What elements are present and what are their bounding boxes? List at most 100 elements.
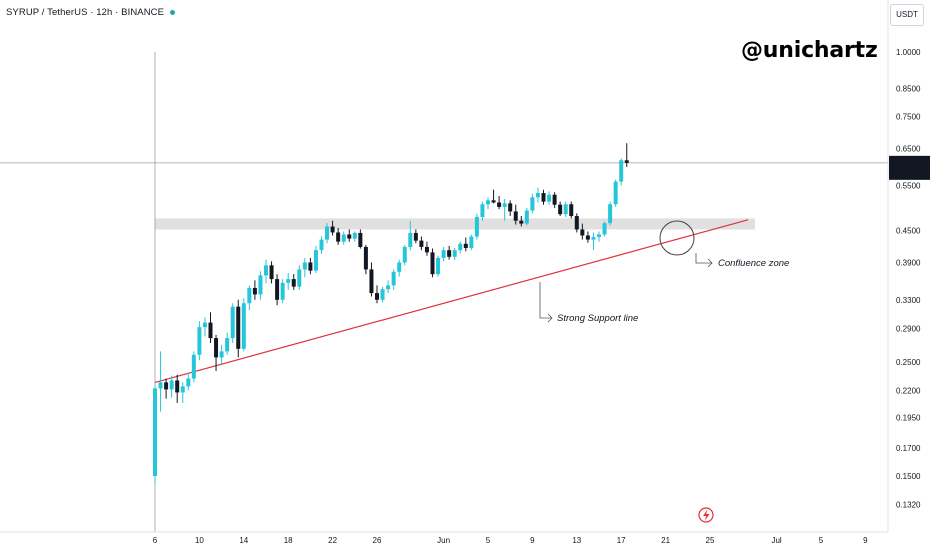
candle-body bbox=[463, 243, 468, 249]
candle-body bbox=[569, 204, 574, 217]
price-tick-label: 0.4500 bbox=[896, 226, 921, 235]
candle bbox=[169, 375, 174, 398]
candle bbox=[447, 245, 452, 260]
candle bbox=[452, 248, 457, 261]
candle-body bbox=[308, 262, 313, 271]
candle bbox=[358, 229, 363, 249]
time-axis: 6 10 14 18 22 26 Jun 5 9 13 17 21 25 Jul 5 9 bbox=[153, 536, 868, 545]
support-line-layer bbox=[154, 219, 749, 383]
candle bbox=[602, 221, 607, 237]
candle bbox=[436, 255, 441, 277]
candle bbox=[619, 158, 624, 186]
candles-layer bbox=[153, 143, 629, 484]
candle bbox=[252, 280, 257, 300]
candle-body bbox=[175, 380, 180, 393]
candle bbox=[258, 271, 263, 300]
candle bbox=[469, 234, 474, 251]
annotation-layer: Strong Support line Confluence zone bbox=[557, 258, 789, 324]
candle-body bbox=[452, 250, 457, 257]
candle-body bbox=[397, 262, 402, 272]
candle-body bbox=[535, 193, 540, 198]
candle-body bbox=[302, 262, 307, 270]
candle-body bbox=[330, 226, 335, 233]
price-tick-label: 0.1320 bbox=[896, 501, 921, 510]
candle-body bbox=[208, 322, 213, 339]
candle-timer: 08:32:28 bbox=[895, 169, 927, 178]
candle bbox=[497, 196, 502, 210]
candle-body bbox=[547, 194, 552, 202]
candle-body bbox=[391, 271, 396, 286]
candle-body bbox=[508, 203, 513, 212]
candle bbox=[530, 193, 535, 214]
flash-icon[interactable] bbox=[698, 507, 714, 523]
price-tick-label: 0.1500 bbox=[896, 472, 921, 481]
time-tick-label: 6 bbox=[153, 536, 158, 545]
candle-body bbox=[236, 306, 241, 349]
candle-body bbox=[219, 351, 224, 358]
candle-body bbox=[574, 216, 579, 230]
last-price-layer: 0.6088 08:32:28 bbox=[889, 155, 930, 180]
price-tick-label: 0.3300 bbox=[896, 296, 921, 305]
candle bbox=[347, 229, 352, 242]
candle-body bbox=[347, 234, 352, 239]
candle-body bbox=[541, 193, 546, 202]
candle bbox=[424, 241, 429, 256]
candle-body bbox=[264, 265, 268, 276]
candle-body bbox=[602, 223, 607, 235]
candle-body bbox=[430, 252, 435, 275]
candle bbox=[308, 257, 313, 275]
candle-body bbox=[436, 257, 441, 275]
candle bbox=[502, 199, 507, 221]
candle bbox=[380, 286, 385, 303]
confluence-circle bbox=[659, 220, 695, 256]
candle-body bbox=[502, 203, 507, 207]
candle bbox=[547, 191, 552, 205]
candle bbox=[613, 179, 618, 207]
candle bbox=[175, 374, 180, 403]
candle bbox=[197, 321, 202, 361]
candle bbox=[230, 303, 235, 343]
price-tick-label: 0.2500 bbox=[896, 358, 921, 367]
price-tick-label: 0.6500 bbox=[896, 144, 921, 153]
support-trendline bbox=[154, 219, 749, 383]
price-tick-label: 0.3900 bbox=[896, 258, 921, 267]
candle bbox=[441, 246, 446, 262]
candle bbox=[508, 200, 513, 217]
candle-body bbox=[169, 380, 174, 390]
candle-body bbox=[585, 235, 590, 240]
candle bbox=[219, 344, 224, 364]
candle-body bbox=[552, 194, 557, 205]
price-tick-label: 0.7500 bbox=[896, 112, 921, 121]
candle-body bbox=[447, 250, 452, 257]
candle bbox=[486, 197, 490, 210]
candle-body bbox=[591, 237, 596, 240]
candle bbox=[591, 232, 596, 251]
candle-body bbox=[458, 243, 463, 251]
candle bbox=[291, 274, 296, 290]
candle bbox=[241, 298, 246, 352]
time-tick-label: 17 bbox=[617, 536, 626, 545]
candle bbox=[524, 207, 529, 226]
candle-body bbox=[519, 220, 524, 224]
candle-body bbox=[375, 293, 379, 300]
candle bbox=[186, 372, 191, 391]
candle-body bbox=[419, 240, 424, 247]
candle-body bbox=[580, 229, 585, 236]
candle-body bbox=[286, 279, 291, 283]
time-tick-label: 9 bbox=[863, 536, 868, 545]
market-status-dot bbox=[169, 9, 175, 15]
candle bbox=[519, 216, 524, 227]
candle-body bbox=[358, 232, 363, 247]
candle bbox=[558, 201, 563, 217]
candle-body bbox=[613, 181, 618, 205]
candle bbox=[413, 229, 418, 244]
candle bbox=[191, 351, 196, 383]
candle bbox=[402, 244, 407, 266]
time-tick-label: Jul bbox=[771, 536, 781, 545]
candle bbox=[313, 245, 318, 274]
price-unit-button[interactable]: USDT bbox=[890, 4, 924, 26]
crosshair-layer bbox=[0, 52, 888, 532]
candle bbox=[330, 220, 335, 236]
candle-body bbox=[186, 378, 191, 387]
